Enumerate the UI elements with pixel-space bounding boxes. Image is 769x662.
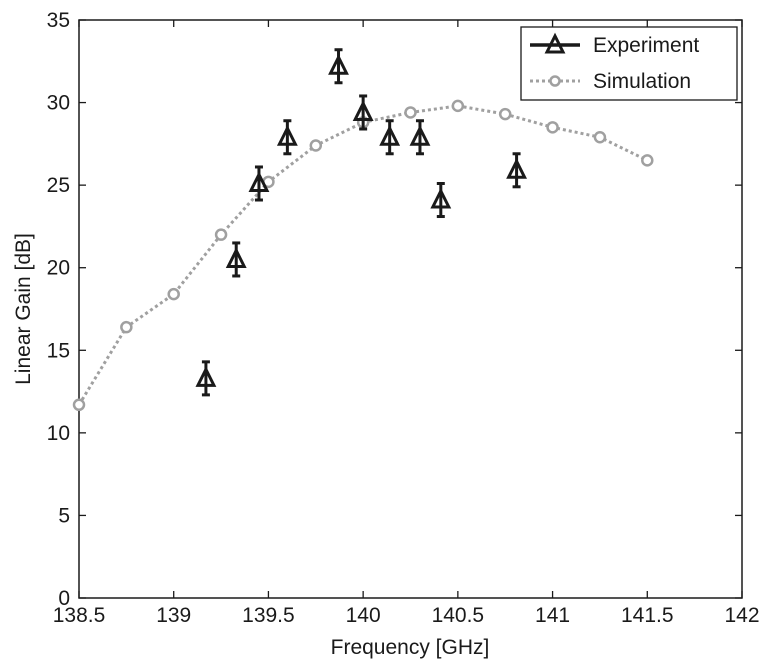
simulation-point (404, 106, 417, 119)
y-tick-label: 35 (47, 9, 70, 32)
x-tick-label: 140 (346, 604, 381, 627)
x-tick-label: 141.5 (621, 604, 674, 627)
legend-simulation-label: Simulation (593, 70, 691, 93)
x-tick-label: 141 (535, 604, 570, 627)
x-tick-label: 142 (724, 604, 759, 627)
y-tick-label: 20 (47, 257, 70, 280)
simulation-point (214, 228, 228, 241)
experiment-point (225, 247, 247, 268)
x-tick-label: 140.5 (432, 604, 485, 627)
y-axis-ticks: 0 5 10 15 20 25 30 35 (47, 9, 742, 610)
experiment-point (248, 171, 270, 192)
experiment-point (328, 53, 349, 75)
x-tick-label: 138.5 (53, 604, 106, 627)
simulation-point (546, 121, 559, 134)
simulation-point (641, 154, 654, 167)
x-tick-label: 139.5 (242, 604, 295, 627)
experiment-point (409, 124, 431, 146)
y-tick-label: 25 (47, 174, 70, 197)
experiment-point (195, 366, 217, 387)
simulation-point (498, 107, 512, 121)
x-axis-title: Frequency [GHz] (331, 636, 490, 659)
y-tick-label: 15 (47, 339, 70, 362)
y-tick-label: 0 (58, 587, 70, 610)
legend: Experiment Simulation (520, 26, 738, 101)
y-tick-label: 30 (47, 92, 70, 115)
legend-simulation-marker (549, 75, 561, 87)
simulation-point (120, 320, 133, 334)
x-axis-ticks: 138.5 139 139.5 140 140.5 141 141.5 142 (53, 20, 760, 627)
y-tick-label: 10 (47, 422, 70, 445)
experiment-point (430, 187, 452, 209)
simulation-point (593, 131, 607, 144)
simulation-point (451, 99, 465, 113)
y-axis-title: Linear Gain [dB] (12, 233, 35, 385)
experiment-point (352, 100, 374, 121)
legend-experiment-label: Experiment (593, 34, 699, 57)
x-tick-label: 139 (156, 604, 191, 627)
simulation-point (309, 139, 323, 152)
y-tick-label: 5 (58, 504, 70, 527)
experiment-point (276, 124, 298, 146)
experiment-point (506, 157, 528, 179)
legend-experiment-marker (544, 32, 566, 54)
simulation-point (72, 398, 86, 412)
experiment-point (379, 124, 401, 146)
experiment-series (195, 48, 528, 397)
simulation-point (167, 287, 180, 301)
